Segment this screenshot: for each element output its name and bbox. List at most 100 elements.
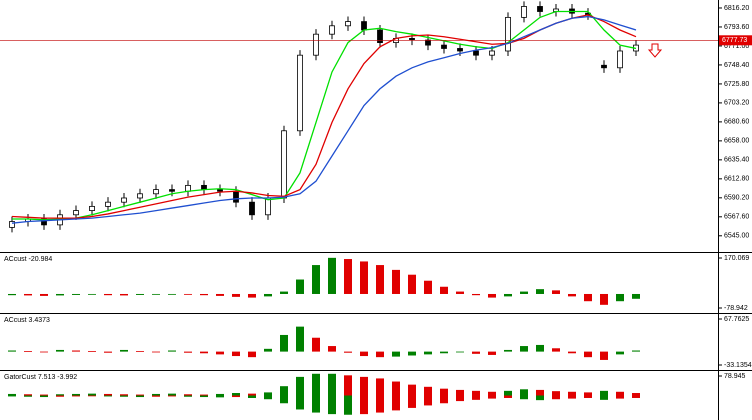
histogram-bar	[376, 378, 384, 396]
histogram-bar	[520, 291, 528, 294]
histogram-bar	[168, 293, 176, 295]
histogram-bar	[88, 351, 96, 352]
histogram-bar	[312, 395, 320, 413]
histogram-bar	[408, 351, 416, 356]
y-tick-label: 6567.60	[724, 214, 749, 221]
histogram-bar	[248, 395, 256, 398]
histogram-bar	[120, 349, 128, 352]
histogram-bar	[568, 351, 576, 354]
histogram-bar	[328, 373, 336, 396]
histogram-bar	[88, 393, 96, 396]
histogram-bar	[8, 350, 16, 352]
histogram-bar	[168, 350, 176, 352]
histogram-bar	[424, 395, 432, 406]
histogram-bar	[200, 293, 208, 296]
moving-average	[11, 14, 637, 219]
histogram-bar	[520, 346, 528, 352]
histogram-bar	[264, 395, 272, 400]
y-tick-label: 6635.40	[724, 157, 749, 164]
histogram-bar	[616, 391, 624, 396]
histogram-bar	[504, 395, 512, 398]
histogram-bar	[584, 293, 592, 302]
histogram-bar	[584, 351, 592, 358]
histogram-bar	[296, 376, 304, 396]
candle-body	[329, 25, 335, 35]
y-tick-label: 6545.00	[724, 233, 749, 240]
histogram-bar	[264, 348, 272, 352]
histogram-bar	[8, 293, 16, 296]
histogram-bar	[360, 376, 368, 396]
candle-body	[505, 16, 511, 52]
candle-body	[345, 21, 351, 27]
histogram-bar	[296, 279, 304, 294]
candle-body	[89, 205, 95, 211]
histogram-bar	[216, 395, 224, 398]
candle-body	[9, 221, 15, 228]
candle-body	[601, 64, 607, 69]
histogram-bar	[424, 386, 432, 396]
candle-body	[537, 6, 543, 12]
histogram-bar	[600, 351, 608, 360]
histogram-bar	[216, 293, 224, 296]
y-tick-label: 170.069	[724, 255, 749, 262]
histogram-bar	[88, 395, 96, 397]
histogram-bar	[328, 257, 336, 294]
histogram-bar	[632, 350, 640, 352]
histogram-bar	[632, 393, 640, 396]
histogram-bar	[56, 395, 64, 397]
histogram-bar	[424, 351, 432, 355]
histogram-bar	[552, 348, 560, 352]
candle-body	[105, 201, 111, 207]
candle-body	[217, 189, 223, 192]
candle-body	[137, 193, 143, 199]
histogram-bar	[376, 395, 384, 413]
histogram-bar	[504, 349, 512, 352]
histogram-bar	[616, 293, 624, 302]
histogram-bar	[392, 351, 400, 357]
histogram-bar	[72, 393, 80, 396]
histogram-bar	[40, 293, 48, 296]
histogram-bar	[264, 293, 272, 297]
histogram-bar	[232, 393, 240, 396]
histogram-bar	[568, 391, 576, 396]
histogram-bar	[264, 392, 272, 396]
histogram-bar	[152, 393, 160, 396]
histogram-bar	[632, 293, 640, 299]
histogram-bar	[184, 351, 192, 353]
histogram-bar	[120, 394, 128, 396]
histogram-bar	[56, 394, 64, 396]
histogram-bar	[136, 394, 144, 396]
histogram-bar	[280, 334, 288, 352]
moving-average	[12, 10, 637, 221]
histogram-bar	[56, 349, 64, 352]
histogram-bar	[536, 344, 544, 352]
histogram-bar	[456, 291, 464, 294]
candle-body	[473, 50, 479, 56]
histogram-bar	[520, 395, 528, 400]
histogram-bar	[360, 351, 368, 357]
histogram-bar	[584, 392, 592, 396]
price-badge	[719, 35, 752, 46]
histogram-bar	[152, 395, 160, 397]
histogram-bar	[488, 293, 496, 298]
y-tick-label: 67.7625	[724, 316, 749, 323]
panel-title: ACcust 3.4373	[4, 317, 50, 324]
histogram-bar	[8, 395, 16, 397]
histogram-bar	[360, 261, 368, 294]
y-tick-label: 6816.20	[724, 5, 749, 12]
histogram-bar	[440, 388, 448, 396]
histogram-bar	[104, 293, 112, 296]
candle-body	[425, 39, 431, 46]
histogram-bar	[200, 395, 208, 398]
histogram-bar	[472, 351, 480, 354]
histogram-bar	[312, 373, 320, 396]
y-tick-label: 6725.80	[724, 81, 749, 88]
histogram-bar	[360, 395, 368, 415]
histogram-bar	[344, 351, 352, 353]
histogram-bar	[296, 395, 304, 410]
y-tick-label: 6612.80	[724, 176, 749, 183]
histogram-bar	[88, 293, 96, 295]
histogram-bar	[600, 395, 608, 400]
histogram-bar	[472, 390, 480, 396]
